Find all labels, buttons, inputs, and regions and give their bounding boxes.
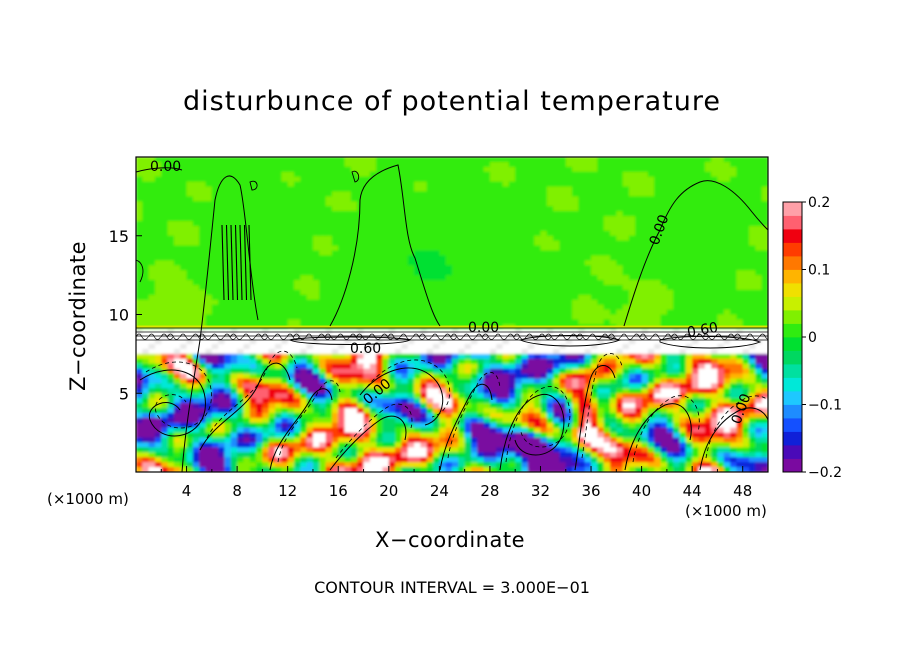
y-tick-label: 5: [119, 384, 129, 403]
y-tick-label: 10: [109, 306, 129, 325]
x-tick-label: 20: [379, 482, 398, 500]
colorbar-swatch: [783, 337, 802, 351]
x-tick-label: 12: [278, 482, 297, 500]
colorbar-swatch: [783, 283, 802, 297]
x-tick-label: 44: [683, 482, 702, 500]
colorbar-swatch: [783, 445, 802, 459]
colorbar-swatch: [783, 297, 802, 311]
x-tick-label: 16: [329, 482, 348, 500]
colorbar-swatch: [783, 310, 802, 324]
colorbar-swatch: [783, 243, 802, 257]
contour-label: 0.00: [150, 159, 181, 175]
colorbar-swatch: [783, 324, 802, 338]
x-tick-label: 32: [531, 482, 550, 500]
colorbar-swatch: [783, 391, 802, 405]
colorbar-swatch: [783, 270, 802, 284]
colorbar-swatch: [783, 378, 802, 392]
colorbar-swatch: [783, 256, 802, 270]
colorbar-label: 0: [808, 330, 817, 346]
colorbar-swatch: [783, 432, 802, 446]
x-axis-label: X−coordinate: [300, 528, 600, 552]
colorbar-swatch: [783, 364, 802, 378]
x-unit-left: (×1000 m): [47, 490, 129, 508]
x-tick-label: 48: [733, 482, 752, 500]
x-unit-right: (×1000 m): [685, 502, 767, 520]
chart-title: disturbunce of potential temperature: [0, 86, 904, 117]
colorbar-swatch: [783, 229, 802, 243]
colorbar-swatch: [783, 202, 802, 216]
colorbar: 0.2 0.1 0 −0.1 −0.2: [783, 195, 842, 481]
y-tick-label: 15: [109, 227, 129, 246]
y-axis-label: Z−coordinate: [66, 241, 90, 391]
colorbar-swatch: [783, 216, 802, 230]
contour-label: 0.60: [350, 341, 381, 357]
x-tick-label: 4: [182, 482, 192, 500]
x-tick-label: 24: [430, 482, 449, 500]
colorbar-label: 0.2: [808, 195, 830, 211]
x-tick-label: 36: [581, 482, 600, 500]
x-tick-label: 40: [632, 482, 651, 500]
colorbar-label: −0.1: [808, 398, 842, 414]
colorbar-label: 0.1: [808, 263, 830, 279]
colorbar-swatch: [783, 459, 802, 473]
x-tick-label: 8: [232, 482, 242, 500]
heatmap-field: [136, 157, 769, 473]
contour-interval: CONTOUR INTERVAL = 3.000E−01: [0, 578, 904, 597]
colorbar-swatch: [783, 351, 802, 365]
colorbar-swatch: [783, 418, 802, 432]
colorbar-label: −0.2: [808, 465, 842, 481]
colorbar-swatch: [783, 405, 802, 419]
contour-label: 0.00: [468, 320, 499, 336]
x-tick-label: 28: [480, 482, 499, 500]
